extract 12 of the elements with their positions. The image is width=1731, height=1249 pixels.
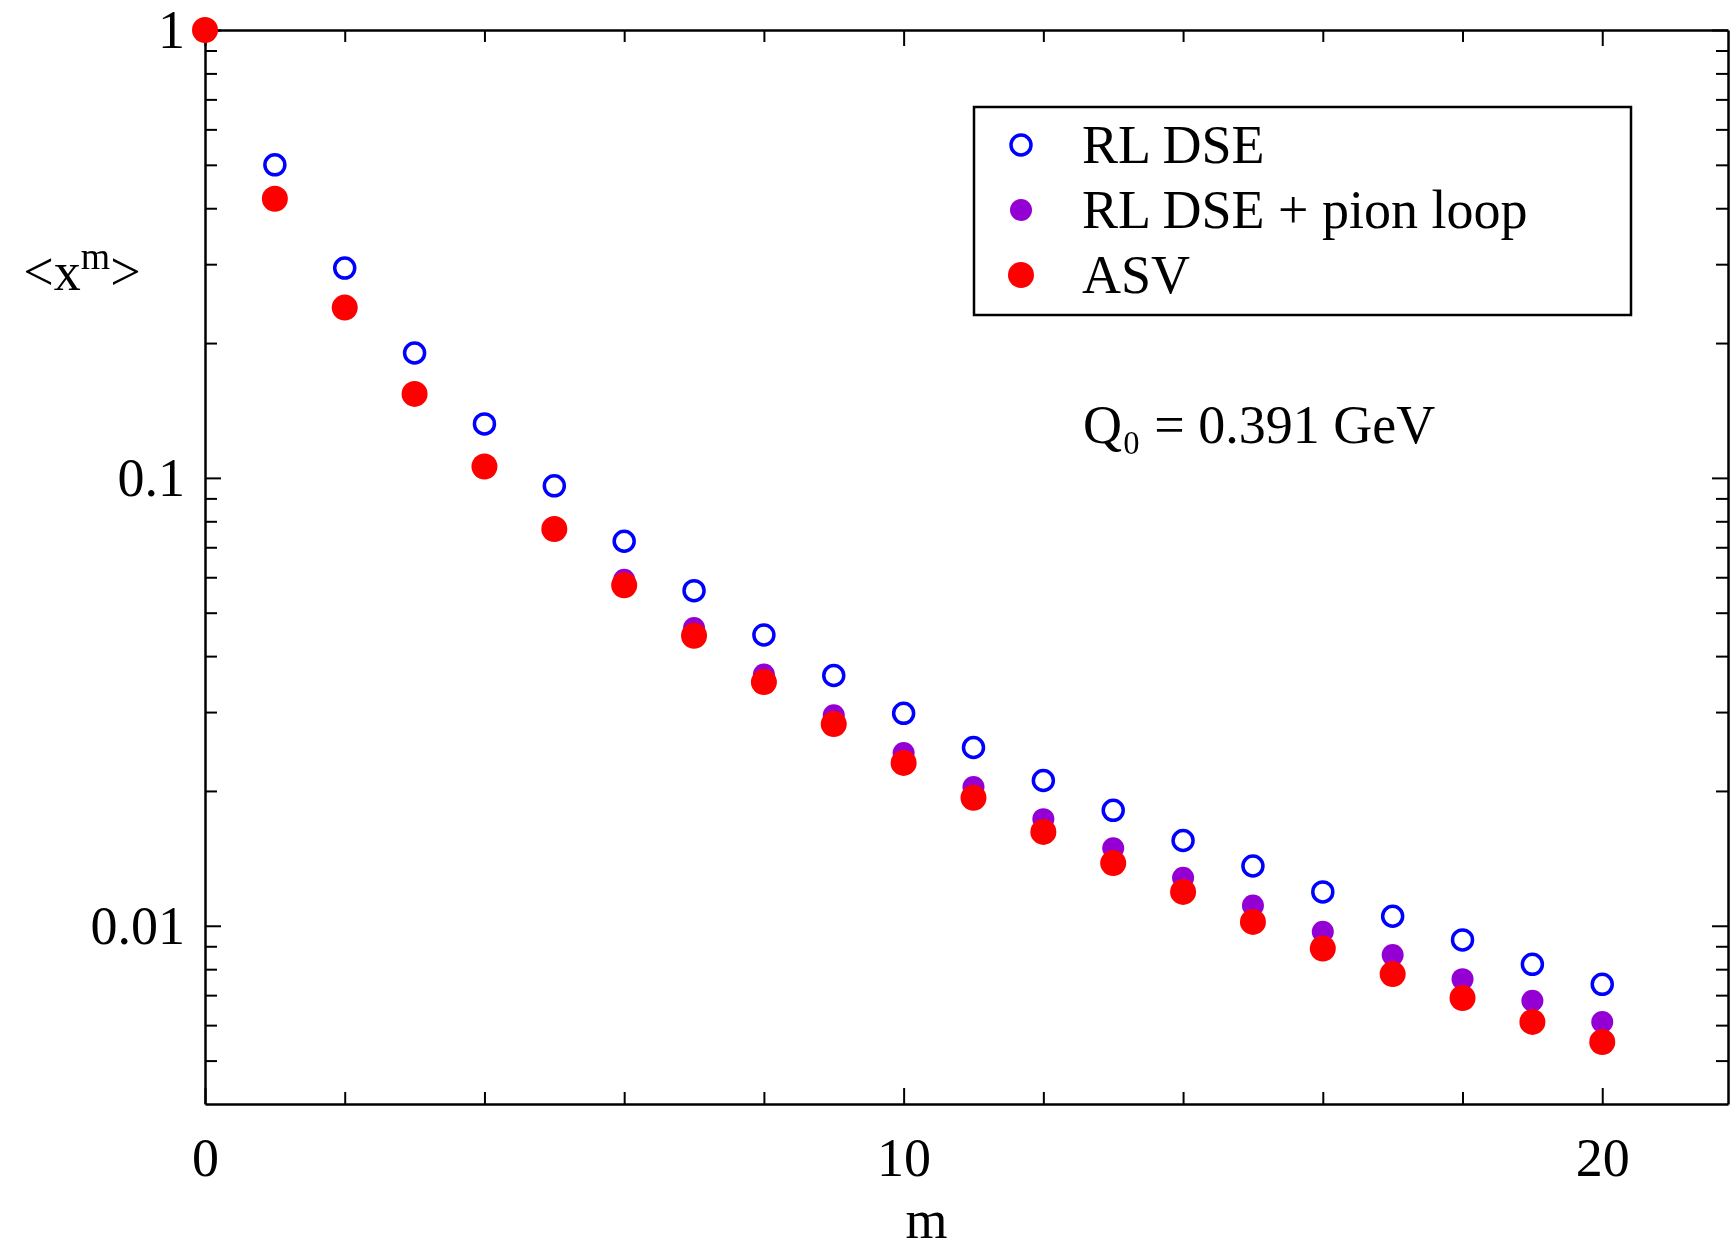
x-axis-title: m xyxy=(905,1190,948,1249)
legend-label: RL DSE xyxy=(1082,115,1265,175)
y-axis-title: <x$^{m}$> xyxy=(23,235,141,302)
y-tick-label: 0.1 xyxy=(117,447,185,508)
x-tick-label: 20 xyxy=(1575,1128,1630,1189)
legend-label: RL DSE + pion loop xyxy=(1082,180,1528,240)
x-tick-label: 10 xyxy=(877,1128,932,1189)
x-tick-label: 0 xyxy=(192,1128,219,1189)
y-tick-label: 0.01 xyxy=(90,895,185,956)
annotation: Q₀ = 0.391 GeV xyxy=(1083,395,1436,455)
legend-label: ASV xyxy=(1082,245,1191,305)
y-tick-label: 1 xyxy=(158,0,185,60)
